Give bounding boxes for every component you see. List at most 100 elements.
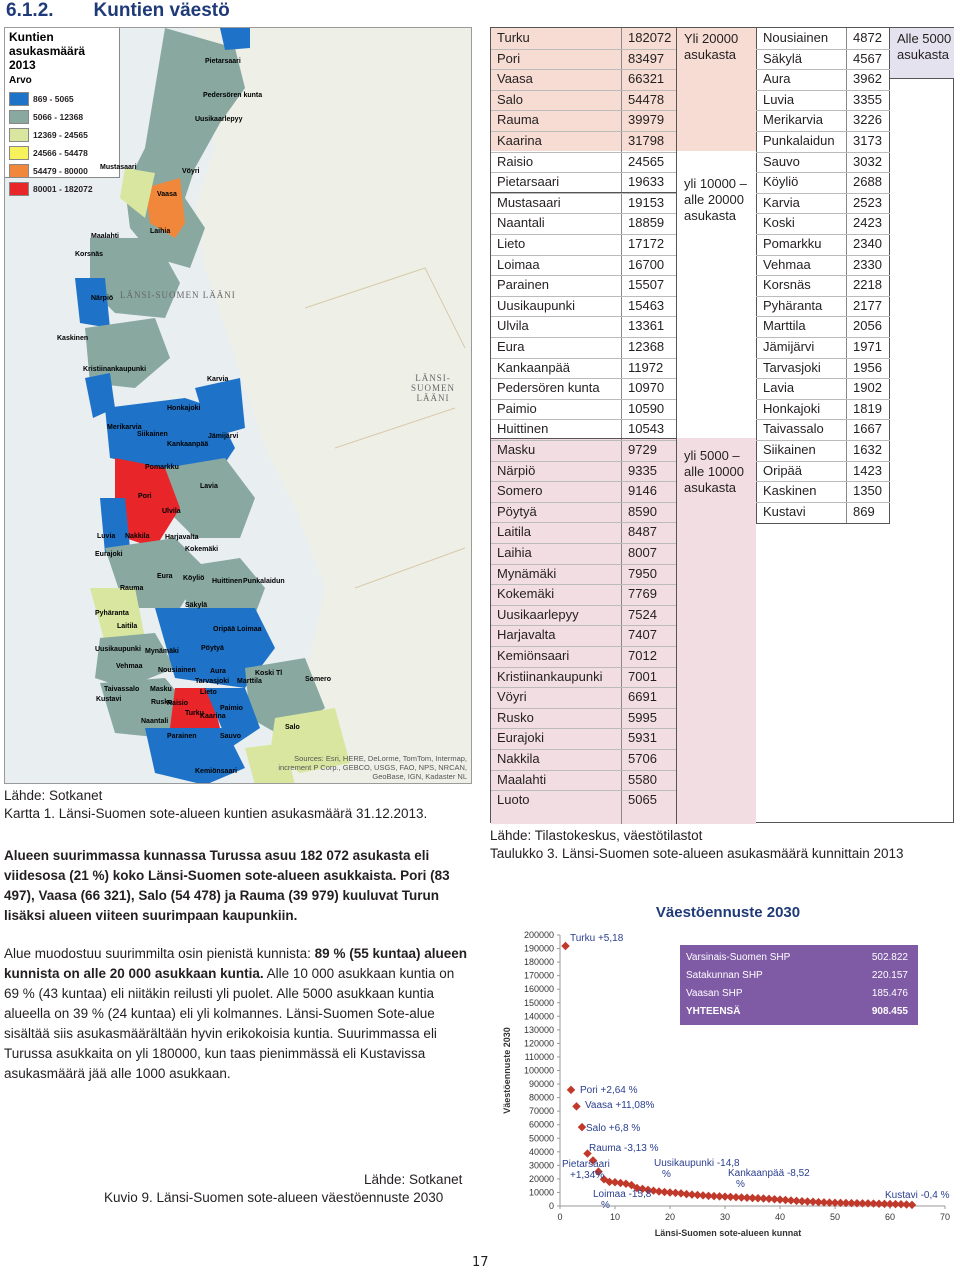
table-cell-municipality: Marttila (763, 318, 806, 334)
map-legend-subtitle: Arvo (9, 75, 32, 86)
y-tick-label: 0 (549, 1201, 554, 1211)
table-cell-municipality: Koski (763, 215, 795, 231)
map-place-label: Karvia (207, 376, 229, 383)
legend-label: 5066 - 12368 (33, 112, 84, 122)
section-number: 6.1.2. (6, 0, 54, 21)
table-row-line (491, 172, 676, 174)
table-cell-municipality: Närpiö (497, 462, 536, 478)
map-place-label: Pyhäranta (95, 610, 129, 617)
x-tick-label: 30 (720, 1212, 730, 1222)
table-cell-municipality: Punkalaidun (763, 133, 835, 148)
chart-annotation: Salo +6,8 % (586, 1123, 640, 1134)
chart-annotation: Loimaa -15,8% (593, 1189, 652, 1211)
map-place-label: Lieto (200, 689, 217, 696)
table-cell-population: 16700 (628, 256, 665, 272)
table-cell-population: 869 (853, 503, 875, 519)
table-cell-population: 2330 (853, 256, 882, 272)
table-row-line (491, 131, 676, 132)
table-cell-population: 4872 (853, 30, 882, 45)
table-cell-population: 1632 (853, 442, 882, 457)
under5000-bottom (890, 78, 954, 79)
map-graphic (5, 28, 471, 783)
x-tick-label: 20 (665, 1212, 675, 1222)
y-tick-label: 100000 (524, 1066, 554, 1076)
table-cell-municipality: Laitila (497, 524, 531, 540)
table-cell-municipality: Rauma (497, 112, 539, 128)
map-legend: Kuntien asukasmäärä 2013 Arvo 869 - 5065… (5, 28, 120, 196)
legend-label: 54479 - 80000 (33, 166, 88, 176)
map-place-label: Närpiö (91, 295, 114, 302)
table-cell-population: 6691 (628, 689, 657, 705)
body-paragraph: Alue muodostuu suurimmilta osin pienistä… (4, 944, 472, 1084)
map-place-label: Korsnäs (75, 251, 104, 258)
table-cell-municipality: Harjavalta (497, 627, 556, 643)
band-bg-over20000 (491, 28, 756, 151)
table-cell-municipality: Rusko (497, 709, 534, 725)
table-row-line (491, 213, 676, 215)
table-cell-population: 11972 (628, 359, 664, 375)
y-tick-label: 110000 (525, 1052, 554, 1062)
table-cell-population: 8007 (628, 545, 657, 560)
map-caption: Kartta 1. Länsi-Suomen sote-alueen kunti… (4, 806, 428, 821)
table-row-line (756, 460, 890, 462)
table-row-line (491, 543, 676, 544)
legend-item: 5066 - 12368 (9, 108, 115, 126)
map-place-label: Aura (210, 668, 226, 675)
y-tick-label: 80000 (529, 1093, 554, 1103)
y-tick-label: 30000 (529, 1160, 554, 1170)
y-tick-label: 120000 (524, 1038, 554, 1048)
map-place-label: Merikarvia (107, 424, 142, 431)
table-cell-municipality: Tarvasjoki (763, 359, 821, 375)
table-cell-municipality: Sauvo (763, 153, 800, 169)
table-row-line (756, 89, 890, 91)
map-place-label: Uusikaarlepyy (195, 116, 243, 123)
table-cell-population: 8590 (628, 503, 657, 519)
map-place-label: Ulvila (162, 508, 181, 515)
table-row-line (491, 563, 676, 565)
table-cell-population: 10590 (628, 400, 665, 416)
table-cell-municipality: Mynämäki (497, 565, 557, 581)
legend-swatch (9, 110, 29, 124)
legend-item: 54479 - 80000 (9, 162, 115, 180)
table-cell-population: 24565 (628, 153, 665, 169)
legend-label: 80001 - 182072 (33, 184, 93, 194)
legend-item: 869 - 5065 (9, 90, 115, 108)
table-cell-municipality: Pedersören kunta (497, 380, 600, 396)
table-row-line (756, 295, 890, 297)
map-place-label: Huittinen (212, 578, 243, 585)
data-point (792, 1196, 801, 1206)
map-place-label: Rusko (151, 699, 173, 706)
map-place-label: Pietarsaari (205, 58, 241, 65)
data-point (588, 1156, 598, 1165)
table-cell-municipality: Kustavi (763, 503, 806, 519)
table-cell-municipality: Raisio (497, 153, 534, 169)
table-cell-municipality: Pöytyä (497, 503, 537, 519)
table-row-line (491, 501, 676, 503)
table-cell-municipality: Salo (497, 91, 524, 107)
x-tick-label: 10 (610, 1212, 620, 1222)
table-cell-municipality: Pomarkku (763, 236, 822, 251)
table-cell-municipality: Pietarsaari (497, 174, 560, 190)
table-cell-population: 2218 (853, 277, 882, 293)
map-place-label: Laihia (150, 228, 171, 235)
table-row-line (756, 419, 890, 421)
table-row-line (491, 254, 676, 256)
table-cell-municipality: Somero (497, 483, 543, 499)
map-source: Lähde: Sotkanet (4, 788, 103, 803)
table-cell-population: 3962 (853, 71, 882, 87)
table-cell-municipality: Vöyri (497, 689, 527, 705)
table-cell-municipality: Mustasaari (497, 194, 561, 210)
table-row-line (491, 625, 676, 627)
chart-annotation: Kustavi -0,4 % (885, 1190, 950, 1201)
band-bg-from10000 (491, 171, 756, 438)
table-cell-population: 2688 (853, 174, 882, 190)
map-place-label: Somero (305, 676, 332, 683)
table-cell-municipality: Ulvila (497, 318, 529, 334)
table-cell-municipality: Turku (497, 30, 530, 45)
map-place-label: Oripää (213, 626, 236, 633)
band-divider (676, 28, 756, 824)
table-cell-population: 2056 (853, 318, 882, 334)
table-cell-municipality: Luoto (497, 792, 530, 808)
table-cell-population: 10543 (628, 421, 665, 437)
y-tick-label: 10000 (529, 1187, 554, 1197)
